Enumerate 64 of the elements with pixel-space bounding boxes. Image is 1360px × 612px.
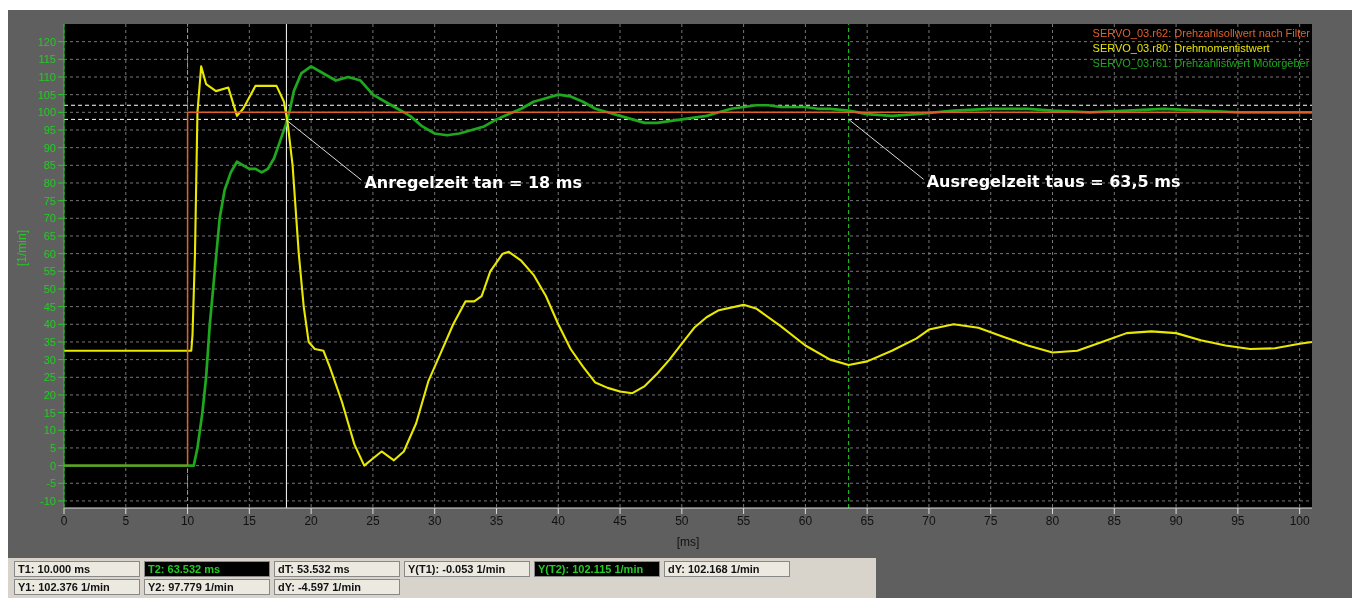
x-tick-label: 70: [922, 513, 936, 528]
x-tick-label: 30: [428, 513, 442, 528]
y-tick-label: 90: [43, 141, 56, 154]
text: dY: -4.597 1/min: [274, 579, 400, 595]
text: T2: 63.532 ms: [144, 561, 270, 577]
text: dT: 53.532 ms: [274, 561, 400, 577]
text: Y2: 97.779 1/min: [144, 579, 270, 595]
x-tick-label: 55: [736, 513, 751, 528]
y-tick-label: 40: [43, 318, 56, 331]
annotation: Anregelzeit tan = 18 ms: [364, 173, 583, 193]
y-tick-label: 60: [43, 247, 56, 260]
x-tick-label: 90: [1169, 513, 1184, 528]
x-tick-label: 85: [1107, 513, 1122, 528]
x-tick-label: 75: [984, 513, 998, 528]
text: SERVO_03.r62: Drehzahlsollwert nach Filter: [1092, 26, 1310, 41]
text: Y(T2): 102.115 1/min: [534, 561, 660, 577]
y-tick-label: 55: [43, 265, 56, 278]
y-tick-label: -5: [46, 477, 56, 490]
y-tick-label: 75: [43, 194, 56, 207]
text: Y1: 102.376 1/min: [14, 579, 140, 595]
y-tick-label: 15: [43, 406, 56, 419]
x-tick-label: 40: [551, 513, 566, 528]
x-tick-label: 35: [489, 513, 504, 528]
y-tick-label: 65: [43, 229, 56, 242]
y-tick-label: 85: [43, 159, 56, 172]
text: SERVO_03.r61: Drehzahlistwert Motorgeber: [1092, 56, 1310, 71]
x-axis-title: [ms]: [676, 535, 700, 549]
x-tick-label: 25: [366, 513, 380, 528]
text: T1: 10.000 ms: [14, 561, 140, 577]
x-tick-label: 0: [60, 513, 68, 528]
y-tick-label: 115: [38, 53, 56, 66]
x-tick-label: 45: [613, 513, 628, 528]
y-tick-label: 30: [43, 353, 56, 366]
y-tick-label: 70: [43, 212, 56, 225]
y-tick-label: 120: [37, 35, 56, 48]
x-tick-label: 95: [1231, 513, 1245, 528]
y-tick-label: 0: [49, 459, 56, 472]
y-tick-label: 10: [43, 424, 56, 437]
x-tick-label: 10: [180, 513, 195, 528]
text: SERVO_03.r80: Drehmomentistwert: [1092, 41, 1271, 56]
y-tick-label: -10: [40, 494, 56, 507]
y-tick-label: 80: [43, 176, 56, 189]
y-axis-title: [1/min]: [15, 229, 30, 266]
x-tick-label: 15: [242, 513, 257, 528]
x-tick-label: 60: [798, 513, 813, 528]
y-tick-label: 100: [37, 106, 56, 119]
x-tick-label: 100: [1289, 513, 1310, 528]
x-tick-label: 80: [1045, 513, 1060, 528]
x-tick-label: 5: [122, 513, 130, 528]
y-tick-label: 25: [43, 371, 56, 384]
text: Y(T1): -0.053 1/min: [404, 561, 530, 577]
y-tick-label: 35: [43, 335, 56, 348]
y-tick-label: 45: [43, 300, 56, 313]
annotation: Ausregelzeit taus = 63,5 ms: [926, 172, 1181, 192]
y-tick-label: 20: [43, 388, 56, 401]
y-tick-label: 110: [38, 70, 56, 83]
x-tick-label: 65: [860, 513, 875, 528]
x-tick-label: 20: [304, 513, 319, 528]
y-tick-label: 105: [37, 88, 56, 101]
y-tick-label: 5: [49, 441, 56, 454]
y-tick-label: 50: [43, 282, 56, 295]
y-tick-label: 95: [43, 123, 56, 136]
text: dY: 102.168 1/min: [664, 561, 790, 577]
x-tick-label: 50: [675, 513, 689, 528]
